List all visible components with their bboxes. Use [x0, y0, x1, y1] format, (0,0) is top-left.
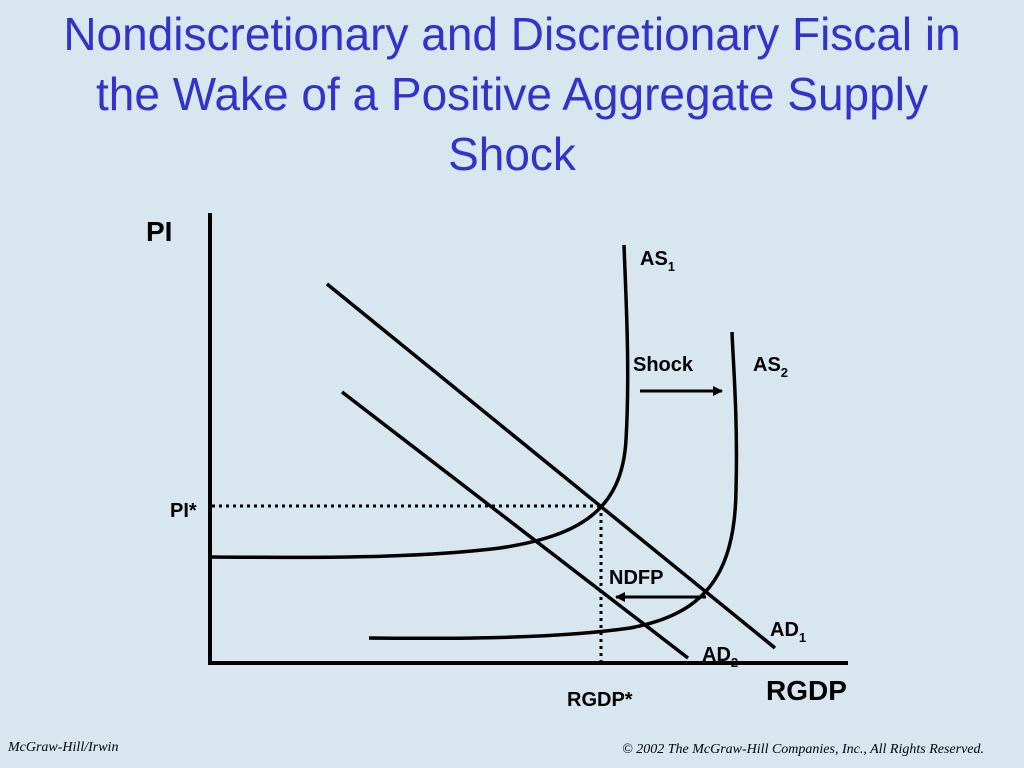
ad2-label: AD2	[702, 644, 738, 670]
ad2-curve	[340, 390, 690, 660]
title-line-3: Shock	[448, 128, 576, 180]
title-line-2: the Wake of a Positive Aggregate Supply	[96, 68, 928, 120]
title-line-1: Nondiscretionary and Discretionary Fisca…	[63, 8, 961, 60]
as2-curve	[368, 331, 739, 641]
as1-curve	[209, 244, 630, 560]
rgdp-star-label: RGDP*	[567, 689, 633, 711]
ad1-curve	[325, 282, 777, 650]
x-axis-label: RGDP	[766, 675, 847, 706]
shock-label: Shock	[633, 354, 694, 376]
footer-copyright: © 2002 The McGraw-Hill Companies, Inc., …	[622, 742, 984, 757]
ad1-label: AD1	[770, 619, 806, 645]
as1-label: AS1	[640, 248, 675, 274]
ndfp-label: NDFP	[609, 567, 663, 589]
y-axis-label: PI	[146, 216, 172, 247]
pi-star-label: PI*	[170, 500, 197, 522]
as2-label: AS2	[753, 354, 788, 380]
slide-title: Nondiscretionary and Discretionary Fisca…	[0, 4, 1024, 184]
footer-publisher: McGraw-Hill/Irwin	[8, 740, 119, 755]
